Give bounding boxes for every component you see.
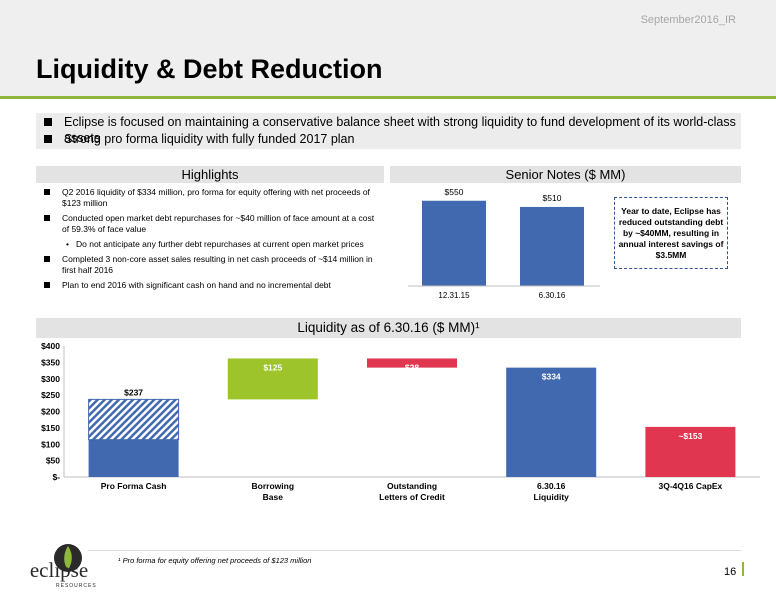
- notes-data-label: $510: [543, 193, 562, 203]
- liquidity-bar: [645, 426, 736, 477]
- square-bullet-icon: [44, 282, 50, 288]
- highlights-heading: Highlights: [36, 166, 384, 183]
- y-tick-label: $350: [41, 357, 60, 367]
- liquidity-category-label: Pro Forma Cash: [101, 481, 167, 491]
- y-tick-label: $150: [41, 423, 60, 433]
- senior-notes-heading: Senior Notes ($ MM): [390, 166, 741, 183]
- page-number: 16: [724, 566, 737, 578]
- square-bullet-icon: [44, 135, 52, 143]
- page-title: Liquidity & Debt Reduction: [36, 54, 383, 84]
- liquidity-chart: $- $50 $100 $150 $200 $250 $300 $350 $400 $237 Pro…: [41, 341, 760, 502]
- highlight-item: Completed 3 non-core asset sales resulti…: [40, 254, 380, 276]
- notes-category-label: 6.30.16: [539, 291, 566, 300]
- debt-reduction-callout: Year to date, Eclipse has reduced outsta…: [614, 197, 728, 269]
- liquidity-bar: [227, 358, 318, 400]
- senior-notes-chart: $550 12.31.15 $510 6.30.16: [408, 188, 600, 300]
- notes-category-label: 12.31.15: [438, 291, 470, 300]
- notes-data-label: $550: [445, 188, 464, 197]
- liquidity-category-label: Letters of Credit: [379, 492, 445, 502]
- y-tick-label: $50: [46, 456, 60, 466]
- liquidity-bar: [367, 358, 457, 368]
- y-tick-label: $-: [52, 472, 60, 482]
- liquidity-category-label: 3Q-4Q16 CapEx: [659, 481, 723, 491]
- eclipse-logo: [54, 544, 82, 572]
- square-bullet-icon: [44, 215, 50, 221]
- y-tick-label: $100: [41, 439, 60, 449]
- liquidity-category-label: Borrowing: [252, 481, 295, 491]
- header-band: [0, 0, 776, 96]
- liquidity-category-label: 6.30.16: [537, 481, 566, 491]
- header-date: September2016_IR: [640, 14, 736, 26]
- liquidity-data-label: $28: [405, 362, 419, 372]
- liquidity-data-label: $125: [263, 362, 282, 372]
- footnote-divider: [88, 550, 741, 551]
- highlight-sub-item: • Do not anticipate any further debt repu…: [66, 239, 364, 249]
- liquidity-bar-pro-forma: [88, 398, 180, 441]
- accent-rule: [0, 96, 776, 99]
- notes-bar: [520, 206, 584, 286]
- logo-leaf-icon: [64, 546, 72, 570]
- highlight-item: Conducted open market debt repurchases f…: [40, 213, 380, 235]
- top-bullet-1: Eclipse is focused on maintaining a cons…: [36, 114, 741, 145]
- square-bullet-icon: [44, 256, 50, 262]
- notes-bar: [422, 200, 486, 286]
- highlights-list: Q2 2016 liquidity of $334 million, pro f…: [40, 187, 380, 295]
- y-tick-label: $300: [41, 374, 60, 384]
- square-bullet-icon: [44, 189, 50, 195]
- liquidity-bar: [506, 367, 597, 477]
- square-bullet-icon: [44, 118, 52, 126]
- top-bullet-2: Strong pro forma liquidity with fully fu…: [36, 131, 741, 147]
- footnote: ¹ Pro forma for equity offering net proc…: [118, 556, 312, 565]
- liquidity-data-label: $334: [542, 372, 561, 382]
- liquidity-data-label: $237: [124, 387, 143, 397]
- dot-bullet-icon: •: [66, 239, 69, 249]
- liquidity-category-label: Base: [263, 492, 284, 502]
- logo-subtitle: RESOURCES: [56, 583, 97, 589]
- logo-wordmark: eclipse: [29, 558, 89, 582]
- top-bullets: Eclipse is focused on maintaining a cons…: [36, 113, 741, 149]
- y-tick-label: $400: [41, 341, 60, 351]
- y-tick-label: $250: [41, 390, 60, 400]
- y-tick-label: $200: [41, 407, 60, 417]
- highlight-item: Plan to end 2016 with significant cash o…: [40, 280, 380, 291]
- liquidity-bar-cash: [88, 439, 179, 477]
- page-number-bar: [742, 562, 744, 576]
- liquidity-data-label: ~$153: [678, 431, 702, 441]
- liquidity-category-label: Outstanding: [387, 481, 437, 491]
- liquidity-category-label: Liquidity: [533, 492, 569, 502]
- highlight-item: Q2 2016 liquidity of $334 million, pro f…: [40, 187, 380, 209]
- liquidity-heading: Liquidity as of 6.30.16 ($ MM)¹: [36, 318, 741, 338]
